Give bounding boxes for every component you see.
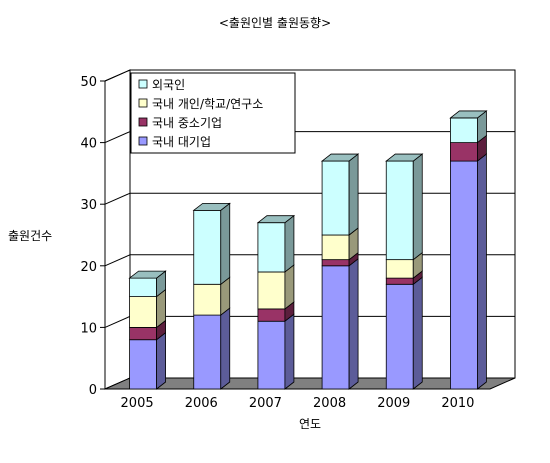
bar-segment (321, 257, 359, 390)
legend-swatch (138, 117, 148, 127)
x-tick-label: 2005 (121, 396, 154, 411)
bar-side (284, 214, 295, 273)
bar-segment (193, 276, 231, 316)
y-tick-labels: 0 10 20 30 40 50 (80, 75, 97, 398)
bars (128, 110, 488, 390)
bar-front (450, 160, 478, 390)
bar-top (320, 153, 360, 162)
bar-segment (321, 153, 359, 236)
bar-side (348, 153, 359, 236)
bar-front (193, 283, 222, 316)
bar-segment (257, 313, 295, 390)
bar-front (321, 259, 350, 267)
legend-swatch (138, 79, 148, 89)
y-tick-label: 0 (89, 383, 97, 398)
bar-side (477, 153, 487, 390)
x-axis-label: 연도 (299, 417, 321, 431)
y-axis (100, 80, 490, 390)
bar-side (412, 153, 423, 261)
bar-top (192, 202, 231, 211)
bar-segment (450, 110, 487, 144)
bar-front (129, 326, 157, 341)
bar-segment (257, 214, 295, 273)
legend-box (130, 72, 296, 154)
y-tick-label: 50 (80, 75, 97, 90)
legend-swatch (138, 98, 148, 108)
bar-front (450, 142, 478, 162)
bar-segment (129, 319, 166, 341)
bar-front (450, 117, 478, 143)
bar-segment (450, 134, 487, 162)
bar-top (256, 215, 296, 224)
bar-side (348, 257, 359, 390)
bar-side (220, 307, 231, 390)
x-tick-label: 2008 (313, 396, 346, 411)
bar-side (412, 276, 423, 390)
grid-line (104, 131, 515, 144)
bar-top (385, 153, 424, 162)
legend-swatch (138, 136, 148, 146)
bar-segment (129, 270, 166, 298)
x-tick-label: 2009 (377, 396, 410, 411)
bar-front (129, 339, 157, 390)
bar-front (257, 271, 286, 310)
bar-segment (450, 153, 487, 390)
bar-front (321, 265, 350, 390)
bar-side (156, 331, 166, 390)
bar-segment (385, 153, 423, 261)
x-tick-label: 2010 (441, 396, 474, 411)
legend-label: 국내 중소기업 (152, 116, 222, 130)
y-tick-label: 40 (80, 137, 97, 152)
y-tick-label: 20 (80, 260, 97, 275)
bar-side (284, 264, 295, 310)
x-tick-labels: 2005 2006 2007 2008 2009 2010 (121, 396, 475, 411)
bar-top (128, 270, 167, 279)
legend-label: 국내 대기업 (152, 135, 211, 149)
bar-front (129, 296, 157, 328)
x-tick-label: 2007 (249, 396, 282, 411)
bar-front (257, 320, 286, 390)
y-tick-label: 10 (80, 321, 97, 336)
bar-front (193, 209, 222, 285)
bar-side (284, 313, 295, 390)
bar-front (321, 234, 350, 261)
y-axis-label: 출원건수 (8, 229, 52, 243)
chart-title: <출원인별 출원동향> (219, 16, 331, 30)
bar-segment (385, 251, 423, 279)
bar-front (385, 160, 414, 261)
grid-line (104, 69, 515, 82)
legend-label: 외국인 (152, 78, 185, 92)
bar-front (129, 277, 157, 297)
bar-segment (193, 307, 231, 390)
bar-front (385, 259, 414, 279)
bar-front (385, 283, 414, 390)
legend-label: 국내 개인/학교/연구소 (152, 97, 263, 111)
y-tick-label: 30 (80, 198, 97, 213)
bar-top (449, 110, 488, 119)
bar-front (257, 222, 286, 273)
side-wall (104, 69, 131, 390)
bar-segment (129, 331, 166, 390)
bar-front (385, 277, 414, 285)
x-tick-label: 2006 (185, 396, 218, 411)
bar-front (193, 314, 222, 390)
bar-front (257, 308, 286, 322)
bar-segment (385, 276, 423, 390)
bar-segment (193, 202, 231, 286)
bar-front (321, 160, 350, 236)
bar-side (220, 202, 231, 286)
